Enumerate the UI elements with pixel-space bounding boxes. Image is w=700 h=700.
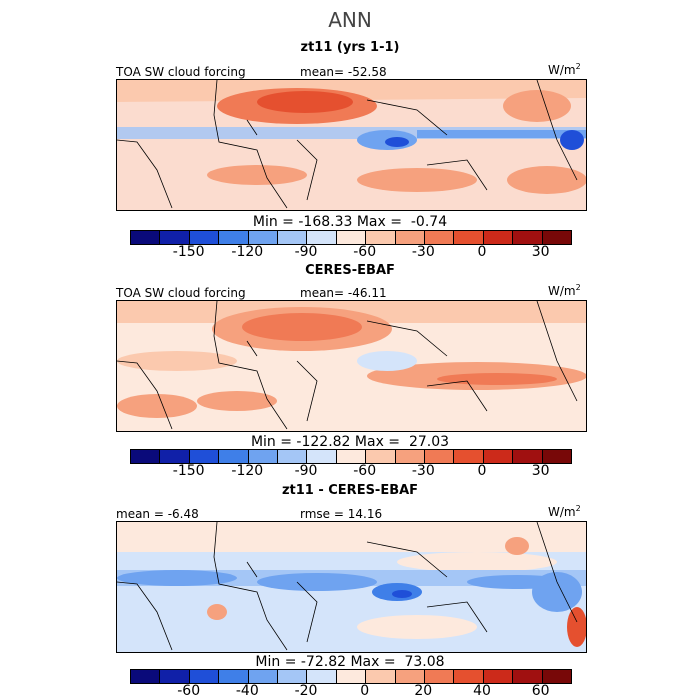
colorbar-swatch (248, 450, 279, 463)
colorbar-swatch (513, 231, 543, 244)
colorbar-swatch (542, 670, 572, 683)
colorbar-swatch (336, 450, 367, 463)
colorbar-swatch (131, 231, 161, 244)
panel-2-title: CERES-EBAF (305, 263, 395, 278)
colorbar-swatch (395, 670, 426, 683)
colorbar-swatch (160, 450, 190, 463)
panel-2-tick: -150 (172, 463, 205, 479)
colorbar-swatch (248, 670, 279, 683)
panel-2-colorbar-ticks: -150 -120 -90 -60 -30 0 30 (130, 463, 570, 479)
panel-1-colorbar (130, 230, 572, 245)
colorbar-swatch (219, 670, 249, 683)
colorbar-swatch (395, 450, 426, 463)
colorbar-swatch (454, 670, 484, 683)
panel-1-tick: -120 (231, 244, 264, 260)
panel-2-units: W/m2 (548, 283, 581, 298)
colorbar-swatch (454, 231, 484, 244)
panel-3-tick: 0 (360, 683, 370, 699)
panel-1-tick: -30 (411, 244, 435, 260)
colorbar-swatch (131, 670, 161, 683)
colorbar-swatch (425, 231, 455, 244)
colorbar-swatch (366, 231, 396, 244)
colorbar-swatch (336, 670, 367, 683)
colorbar-swatch (307, 670, 337, 683)
panel-1-tick: -60 (353, 244, 377, 260)
colorbar-swatch (278, 231, 308, 244)
panel-3-units: W/m2 (548, 504, 581, 519)
colorbar-swatch (336, 231, 367, 244)
panel-2-colorbar (130, 449, 572, 464)
panel-2-tick: -120 (231, 463, 264, 479)
panel-3-minmax: Min = -72.82 Max = 73.08 (255, 654, 445, 670)
panel-2-variable-label: TOA SW cloud forcing (116, 286, 246, 300)
colorbar-swatch (189, 231, 220, 244)
panel-2-tick: -90 (294, 463, 318, 479)
colorbar-swatch (189, 670, 220, 683)
panel-3-colorbar-ticks: -60 -40 -20 0 20 40 60 (130, 683, 570, 699)
panel-2-tick: 30 (531, 463, 550, 479)
colorbar-swatch (454, 450, 484, 463)
panel-3-tick: -60 (177, 683, 201, 699)
panel-2-mean-label: mean= -46.11 (300, 286, 387, 300)
panel-1-map (116, 79, 587, 211)
panel-3-tick: -20 (294, 683, 318, 699)
panel-2-tick: 0 (477, 463, 487, 479)
panel-3-rmse-label: rmse = 14.16 (300, 507, 383, 521)
panel-1-tick: -90 (294, 244, 318, 260)
panel-1-title: zt11 (yrs 1-1) (300, 40, 400, 55)
colorbar-swatch (219, 450, 249, 463)
colorbar-swatch (483, 450, 514, 463)
colorbar-swatch (513, 670, 543, 683)
colorbar-swatch (542, 450, 572, 463)
colorbar-swatch (542, 231, 572, 244)
colorbar-swatch (425, 670, 455, 683)
colorbar-swatch (366, 450, 396, 463)
panel-1-variable-label: TOA SW cloud forcing (116, 65, 246, 79)
colorbar-swatch (278, 670, 308, 683)
panel-1-units: W/m2 (548, 62, 581, 77)
colorbar-swatch (307, 231, 337, 244)
panel-2-tick: -60 (353, 463, 377, 479)
panel-2-map (116, 300, 587, 432)
colorbar-swatch (160, 670, 190, 683)
colorbar-swatch (160, 231, 190, 244)
panel-1-minmax: Min = -168.33 Max = -0.74 (252, 214, 448, 230)
panel-3-tick: 20 (414, 683, 433, 699)
colorbar-swatch (219, 231, 249, 244)
panel-1-tick: -150 (172, 244, 205, 260)
panel-3-tick: -40 (235, 683, 259, 699)
main-title: ANN (328, 8, 372, 32)
colorbar-swatch (425, 450, 455, 463)
colorbar-swatch (483, 231, 514, 244)
colorbar-swatch (366, 670, 396, 683)
panel-2-minmax: Min = -122.82 Max = 27.03 (250, 434, 450, 450)
panel-1-mean-label: mean= -52.58 (300, 65, 387, 79)
panel-1-tick: 0 (477, 244, 487, 260)
panel-3-tick: 60 (531, 683, 550, 699)
colorbar-swatch (483, 670, 514, 683)
panel-3-colorbar (130, 669, 572, 684)
panel-3-tick: 40 (473, 683, 491, 699)
colorbar-swatch (189, 450, 220, 463)
panel-1-colorbar-ticks: -150 -120 -90 -60 -30 0 30 (130, 244, 570, 260)
panel-1-tick: 30 (531, 244, 550, 260)
panel-3-map (116, 521, 587, 653)
colorbar-swatch (513, 450, 543, 463)
panel-3-title: zt11 - CERES-EBAF (281, 483, 419, 498)
colorbar-swatch (278, 450, 308, 463)
colorbar-swatch (131, 450, 161, 463)
panel-3-mean-label: mean = -6.48 (116, 507, 199, 521)
panel-2-tick: -30 (411, 463, 435, 479)
colorbar-swatch (307, 450, 337, 463)
colorbar-swatch (395, 231, 426, 244)
colorbar-swatch (248, 231, 279, 244)
